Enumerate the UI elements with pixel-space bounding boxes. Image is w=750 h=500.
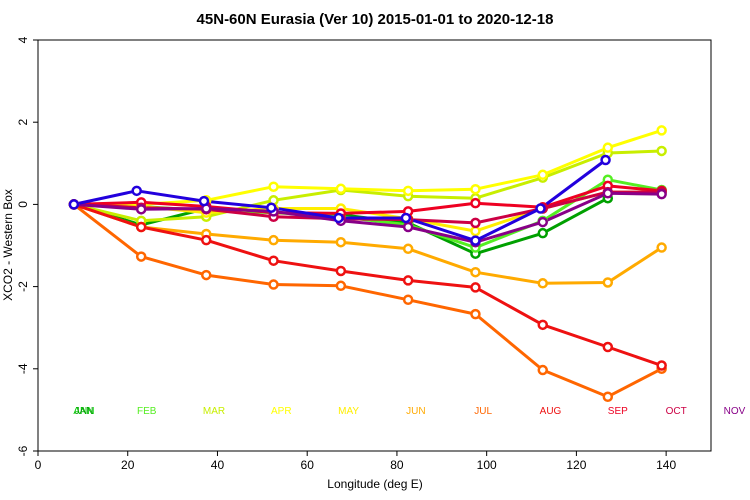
data-point-jul bbox=[335, 280, 347, 292]
legend-label-aug: AUG bbox=[540, 406, 562, 417]
data-point-apr bbox=[335, 183, 347, 195]
legend-label-jan: JAN bbox=[74, 406, 93, 417]
series-line-mar bbox=[73, 149, 662, 223]
data-point-dec bbox=[131, 185, 142, 197]
data-point-jul bbox=[402, 294, 414, 306]
data-point-dec bbox=[535, 203, 546, 214]
y-tick-label: -6 bbox=[16, 445, 30, 456]
series-line-sep bbox=[73, 184, 662, 215]
data-point-aug bbox=[470, 282, 481, 293]
data-point-jul bbox=[268, 279, 279, 290]
data-point-nov bbox=[656, 188, 667, 200]
data-point-apr bbox=[537, 169, 548, 181]
data-point-jun bbox=[656, 242, 667, 253]
x-tick-label: 100 bbox=[477, 458, 497, 472]
x-tick-label: 120 bbox=[566, 458, 586, 472]
data-point-aug bbox=[135, 221, 147, 233]
data-point-jul bbox=[470, 308, 481, 320]
legend-label-feb: FEB bbox=[137, 406, 157, 417]
y-tick-label: -2 bbox=[16, 281, 30, 292]
data-point-dec bbox=[266, 202, 277, 213]
data-point-nov bbox=[537, 216, 548, 228]
x-tick-label: 60 bbox=[301, 458, 315, 472]
data-point-nov bbox=[402, 221, 414, 233]
data-point-jun bbox=[402, 243, 414, 255]
y-tick-label: 4 bbox=[16, 36, 30, 43]
data-point-jul bbox=[537, 364, 548, 376]
data-point-aug bbox=[537, 319, 548, 331]
y-tick-label: -4 bbox=[16, 363, 30, 374]
data-point-jun bbox=[602, 277, 614, 288]
data-point-jun bbox=[537, 278, 548, 289]
data-point-jan bbox=[537, 227, 548, 239]
data-point-aug bbox=[656, 360, 667, 371]
legend-label-may: MAY bbox=[338, 406, 359, 417]
data-point-nov bbox=[135, 204, 147, 215]
data-point-apr bbox=[470, 183, 481, 195]
plot-frame bbox=[37, 39, 712, 452]
series-line-jul bbox=[72, 203, 663, 399]
series-line-nov bbox=[73, 191, 662, 244]
data-point-apr bbox=[268, 181, 279, 192]
data-point-apr bbox=[656, 125, 667, 136]
data-point-apr bbox=[602, 142, 614, 153]
data-point-sep bbox=[470, 197, 481, 209]
legend-label-apr: APR bbox=[271, 406, 292, 417]
legend-label-mar: MAR bbox=[203, 406, 225, 417]
data-point-jul bbox=[602, 391, 614, 402]
data-point-oct bbox=[470, 217, 481, 229]
y-tick-label: 2 bbox=[16, 119, 30, 126]
legend-label-jul: JUL bbox=[474, 406, 492, 417]
x-tick-label: 140 bbox=[656, 458, 676, 472]
data-point-jun bbox=[335, 236, 347, 248]
data-point-jun bbox=[470, 266, 481, 278]
legend-label-nov: NOV bbox=[724, 406, 746, 417]
data-point-mar bbox=[656, 145, 667, 157]
data-point-may bbox=[470, 225, 481, 237]
legend-label-sep: SEP bbox=[608, 406, 628, 417]
data-point-nov bbox=[602, 188, 614, 199]
data-point-jul bbox=[201, 269, 212, 281]
data-point-aug bbox=[268, 255, 279, 266]
y-axis-label: XCO2 - Western Box bbox=[1, 189, 15, 301]
data-point-dec bbox=[600, 154, 611, 166]
data-point-dec bbox=[198, 195, 210, 207]
data-point-aug bbox=[602, 341, 614, 353]
x-tick-label: 20 bbox=[121, 458, 135, 472]
x-tick-label: 80 bbox=[390, 458, 404, 472]
series-line-jun bbox=[73, 202, 663, 285]
series-line-apr bbox=[73, 128, 663, 206]
x-axis-label: Longitude (deg E) bbox=[327, 477, 422, 491]
data-point-dec bbox=[333, 212, 344, 224]
data-point-aug bbox=[335, 265, 347, 277]
data-point-apr bbox=[402, 185, 414, 197]
data-point-dec bbox=[68, 199, 80, 210]
data-point-dec bbox=[400, 212, 412, 224]
x-tick-label: 0 bbox=[35, 458, 42, 472]
legend-label-ann: ANN bbox=[73, 406, 94, 417]
legend-label-jun: JUN bbox=[406, 406, 425, 417]
chart-title: 45N-60N Eurasia (Ver 10) 2015-01-01 to 2… bbox=[197, 11, 554, 28]
data-point-aug bbox=[402, 275, 414, 286]
legend-label-oct: OCT bbox=[666, 406, 687, 417]
data-point-jul bbox=[135, 251, 147, 262]
y-tick-label: 0 bbox=[16, 201, 30, 208]
data-point-dec bbox=[470, 235, 481, 246]
series-line-aug bbox=[73, 202, 663, 367]
data-point-jun bbox=[268, 234, 279, 246]
data-point-aug bbox=[201, 234, 212, 246]
x-tick-label: 40 bbox=[211, 458, 225, 472]
